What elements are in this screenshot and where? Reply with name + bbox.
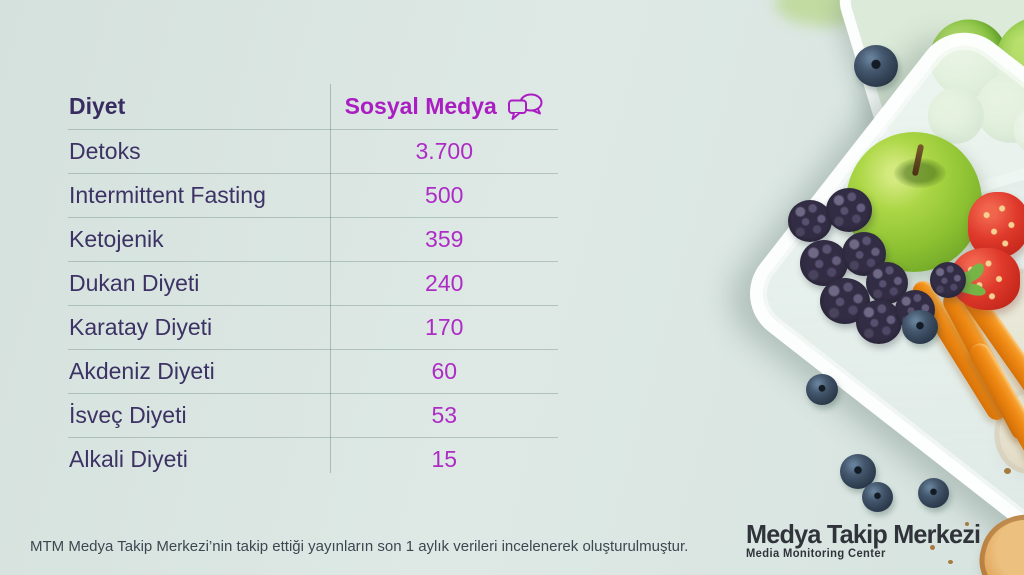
- mention-count: 359: [425, 226, 464, 252]
- mention-count: 3.700: [415, 138, 474, 164]
- table-row: Karatay Diyeti 170: [68, 305, 558, 349]
- table-row: Alkali Diyeti 15: [68, 437, 558, 481]
- table-row: Intermittent Fasting 500: [68, 173, 558, 217]
- crumb: [965, 522, 969, 526]
- chat-bubbles-icon: [507, 93, 543, 120]
- table-header-row: Diyet Sosyal Medya: [68, 84, 558, 129]
- mention-count: 500: [425, 182, 464, 208]
- diet-name: İsveç Diyeti: [69, 402, 187, 428]
- diet-name: Detoks: [69, 138, 141, 164]
- mention-count: 15: [431, 446, 458, 472]
- mention-count: 240: [425, 270, 464, 296]
- blackberry: [826, 188, 872, 232]
- methodology-note: MTM Medya Takip Merkezi’nin takip ettiği…: [30, 538, 689, 555]
- crumb: [1004, 468, 1011, 474]
- blueberry: [918, 478, 949, 508]
- diet-name: Alkali Diyeti: [69, 446, 188, 472]
- mtm-logo: Medya Takip Merkezi Media Monitoring Cen…: [746, 519, 981, 560]
- column-divider: [330, 84, 331, 473]
- table-row: Ketojenik 359: [68, 217, 558, 261]
- diet-name: Intermittent Fasting: [69, 182, 266, 208]
- diet-name: Ketojenik: [69, 226, 164, 252]
- diet-name: Dukan Diyeti: [69, 270, 200, 296]
- diet-name: Karatay Diyeti: [69, 314, 213, 340]
- blueberry: [854, 45, 898, 87]
- logo-subtitle: Media Monitoring Center: [746, 548, 886, 560]
- strawberry: [968, 192, 1024, 258]
- blackberry: [788, 200, 832, 242]
- column-header-social: Sosyal Medya: [330, 92, 558, 122]
- blueberry: [806, 374, 838, 405]
- table-row: İsveç Diyeti 53: [68, 393, 558, 437]
- table-row: Detoks 3.700: [68, 129, 558, 173]
- table-row: Akdeniz Diyeti 60: [68, 349, 558, 393]
- diet-mentions-table: Diyet Sosyal Medya Detoks 3.700 In: [68, 84, 558, 481]
- crumb: [930, 545, 935, 550]
- column-header-diet: Diyet: [69, 93, 126, 119]
- logo-title: Medya Takip Merkezi: [746, 519, 981, 549]
- blueberry: [862, 482, 893, 512]
- blackberry: [856, 300, 902, 344]
- social-media-label: Sosyal Medya: [344, 93, 497, 119]
- crumb: [948, 560, 953, 564]
- blackberry: [930, 262, 966, 298]
- mention-count: 53: [431, 402, 458, 428]
- table-row: Dukan Diyeti 240: [68, 261, 558, 305]
- blueberry: [902, 310, 938, 344]
- diet-name: Akdeniz Diyeti: [69, 358, 215, 384]
- mention-count: 60: [431, 358, 458, 384]
- mention-count: 170: [425, 314, 464, 340]
